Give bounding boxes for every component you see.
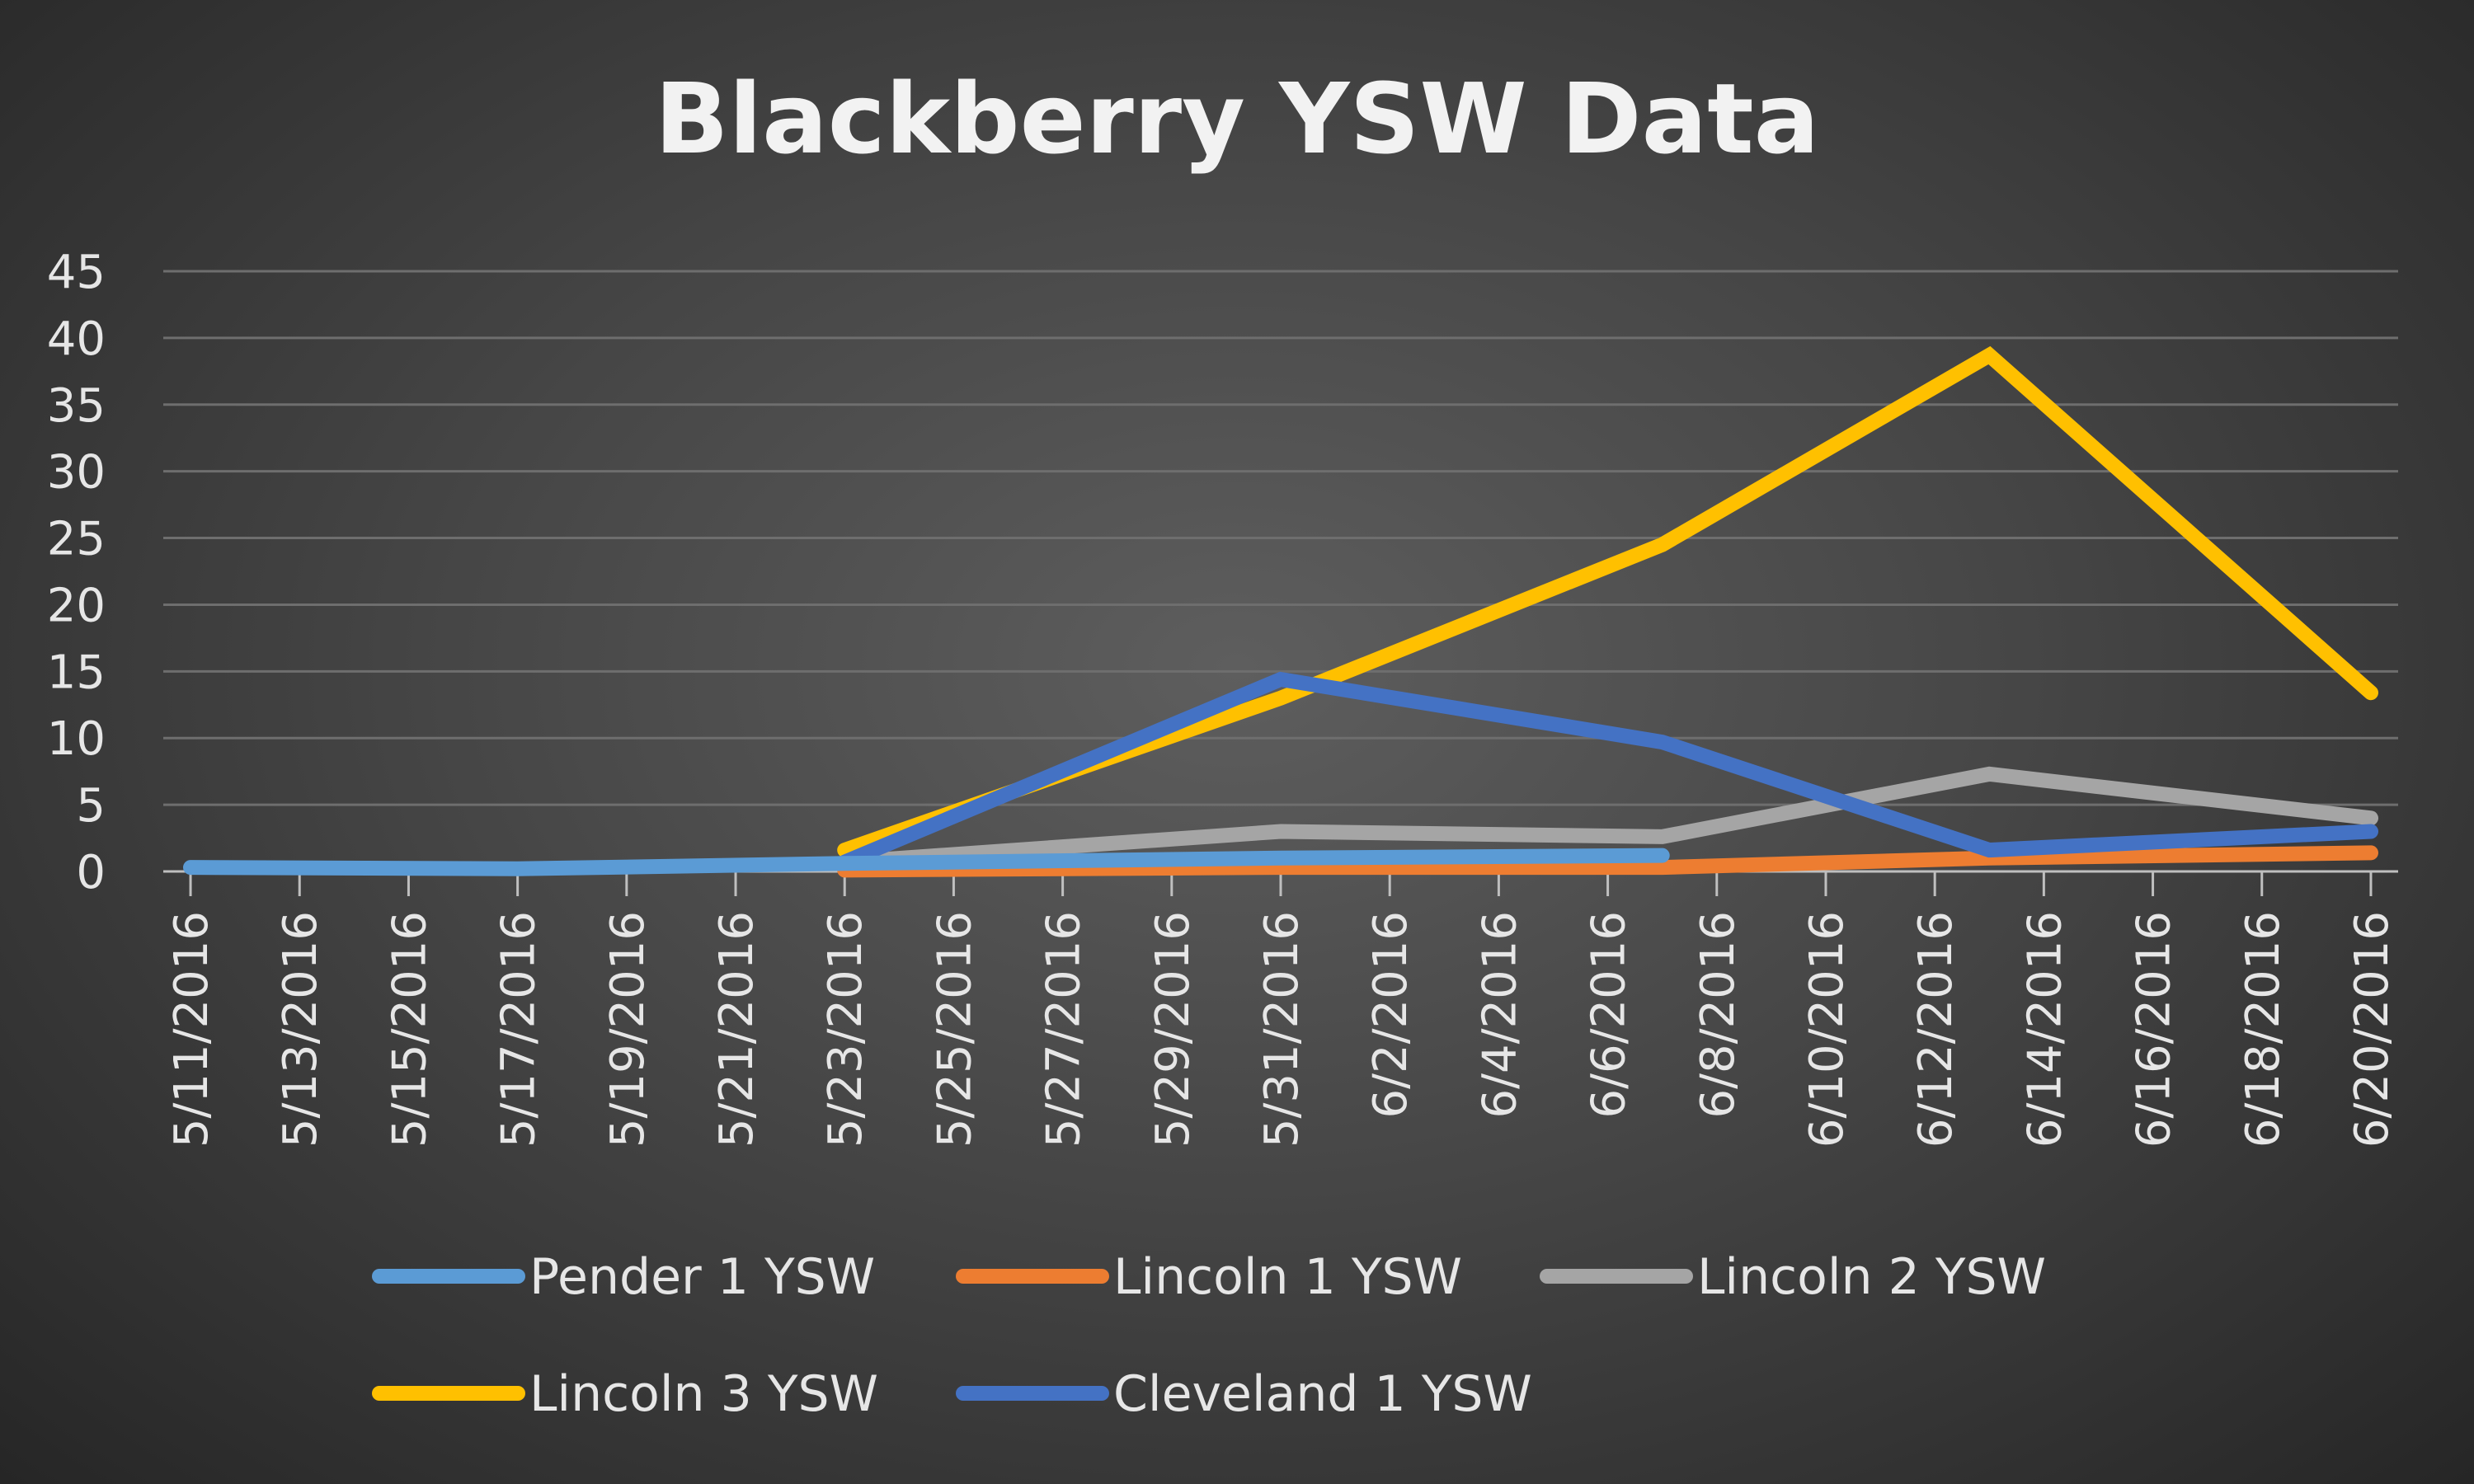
y-tick-label: 0 [76, 846, 106, 899]
x-tick-label: 6/20/2016 [2345, 911, 2399, 1148]
series-line-lincoln-1-ysw [837, 845, 2378, 878]
x-tick-label: 5/13/2016 [274, 911, 327, 1148]
y-tick-label: 25 [47, 513, 106, 566]
y-tick-label: 40 [47, 312, 106, 366]
series-line-cleveland-1-ysw [837, 671, 2378, 870]
y-tick-label: 45 [47, 246, 106, 299]
y-tick-label: 20 [47, 579, 106, 632]
y-tick-label: 5 [76, 779, 106, 833]
legend-label: Cleveland 1 YSW [1113, 1365, 1532, 1423]
legend-label: Pender 1 YSW [529, 1248, 875, 1306]
x-tick-label: 6/10/2016 [1800, 911, 1854, 1148]
y-tick-label: 30 [47, 446, 106, 500]
x-tick-label: 6/18/2016 [2236, 911, 2290, 1148]
x-tick-label: 5/25/2016 [928, 911, 981, 1148]
x-tick-label: 6/6/2016 [1583, 911, 1636, 1119]
x-tick-label: 6/8/2016 [1691, 911, 1745, 1119]
legend-item: Pender 1 YSW [372, 1248, 875, 1306]
legend-item: Lincoln 3 YSW [372, 1365, 878, 1423]
x-tick-label: 5/15/2016 [383, 911, 436, 1148]
y-tick-label: 35 [47, 379, 106, 433]
legend: Pender 1 YSW Lincoln 1 YSW Lincoln 2 YSW Li… [372, 1248, 2046, 1423]
y-axis: 0 5 10 15 20 25 30 35 40 45 [47, 246, 106, 899]
x-tick-label: 6/14/2016 [2018, 911, 2072, 1148]
x-tick-label: 5/17/2016 [492, 911, 546, 1148]
x-tick-label: 5/19/2016 [601, 911, 655, 1148]
y-tick-label: 10 [47, 712, 106, 766]
x-tick-label: 5/11/2016 [165, 911, 219, 1148]
legend-label: Lincoln 1 YSW [1113, 1248, 1462, 1306]
chart-title: Blackberry YSW Data [655, 62, 1820, 176]
series-lines [183, 345, 2378, 878]
x-tick-label: 6/4/2016 [1473, 911, 1526, 1119]
x-tick-label: 6/2/2016 [1364, 911, 1418, 1119]
legend-label: Lincoln 2 YSW [1697, 1248, 2046, 1306]
x-tick-label: 5/27/2016 [1037, 911, 1091, 1148]
legend-label: Lincoln 3 YSW [529, 1365, 878, 1423]
series-line-lincoln-2-ysw [837, 766, 2378, 870]
x-tick-label: 5/21/2016 [710, 911, 764, 1148]
legend-item: Cleveland 1 YSW [956, 1365, 1532, 1423]
y-tick-label: 15 [47, 646, 106, 699]
x-tick-label: 5/29/2016 [1146, 911, 1200, 1148]
x-tick-label: 6/12/2016 [1909, 911, 1963, 1148]
series-line-pender-1-ysw [183, 848, 1670, 876]
x-tick-label: 5/31/2016 [1255, 911, 1309, 1148]
gridlines [163, 270, 2398, 873]
series-line-lincoln-3-ysw [837, 345, 2378, 858]
x-tick-label: 5/23/2016 [819, 911, 872, 1148]
x-axis: 5/11/2016 5/13/2016 5/15/2016 5/17/2016 5/19… [165, 871, 2399, 1148]
legend-item: Lincoln 1 YSW [956, 1248, 1462, 1306]
legend-item: Lincoln 2 YSW [1540, 1248, 2046, 1306]
x-tick-label: 6/16/2016 [2128, 911, 2181, 1148]
